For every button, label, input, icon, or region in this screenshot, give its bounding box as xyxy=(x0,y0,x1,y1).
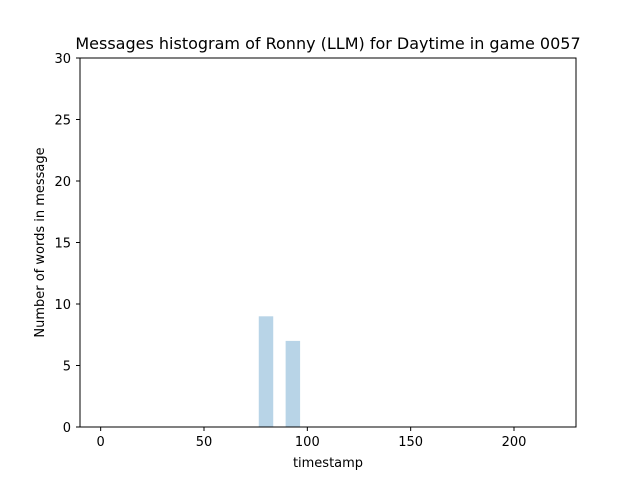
y-tick-label: 20 xyxy=(54,175,71,190)
x-axis-label: timestamp xyxy=(293,456,363,471)
bar xyxy=(285,340,301,427)
plot-area-frame xyxy=(79,57,577,428)
bar-series xyxy=(258,316,301,427)
x-tick-label: 150 xyxy=(398,435,423,450)
y-axis: 0 5 10 15 20 25 30 xyxy=(54,52,80,436)
y-tick-label: 0 xyxy=(63,421,71,436)
y-tick-label: 10 xyxy=(54,298,71,313)
bar xyxy=(258,316,274,427)
y-axis-label: Number of words in message xyxy=(33,147,48,337)
x-tick-label: 100 xyxy=(295,435,320,450)
y-tick-label: 15 xyxy=(54,237,71,252)
x-tick-label: 0 xyxy=(97,435,105,450)
y-tick-label: 30 xyxy=(54,52,71,67)
chart-title: Messages histogram of Ronny (LLM) for Da… xyxy=(75,34,580,53)
x-tick-label: 50 xyxy=(196,435,213,450)
y-tick-label: 25 xyxy=(54,114,71,129)
x-axis: 0 50 100 150 200 xyxy=(97,427,527,450)
y-tick-label: 5 xyxy=(63,360,71,375)
x-tick-label: 200 xyxy=(502,435,527,450)
